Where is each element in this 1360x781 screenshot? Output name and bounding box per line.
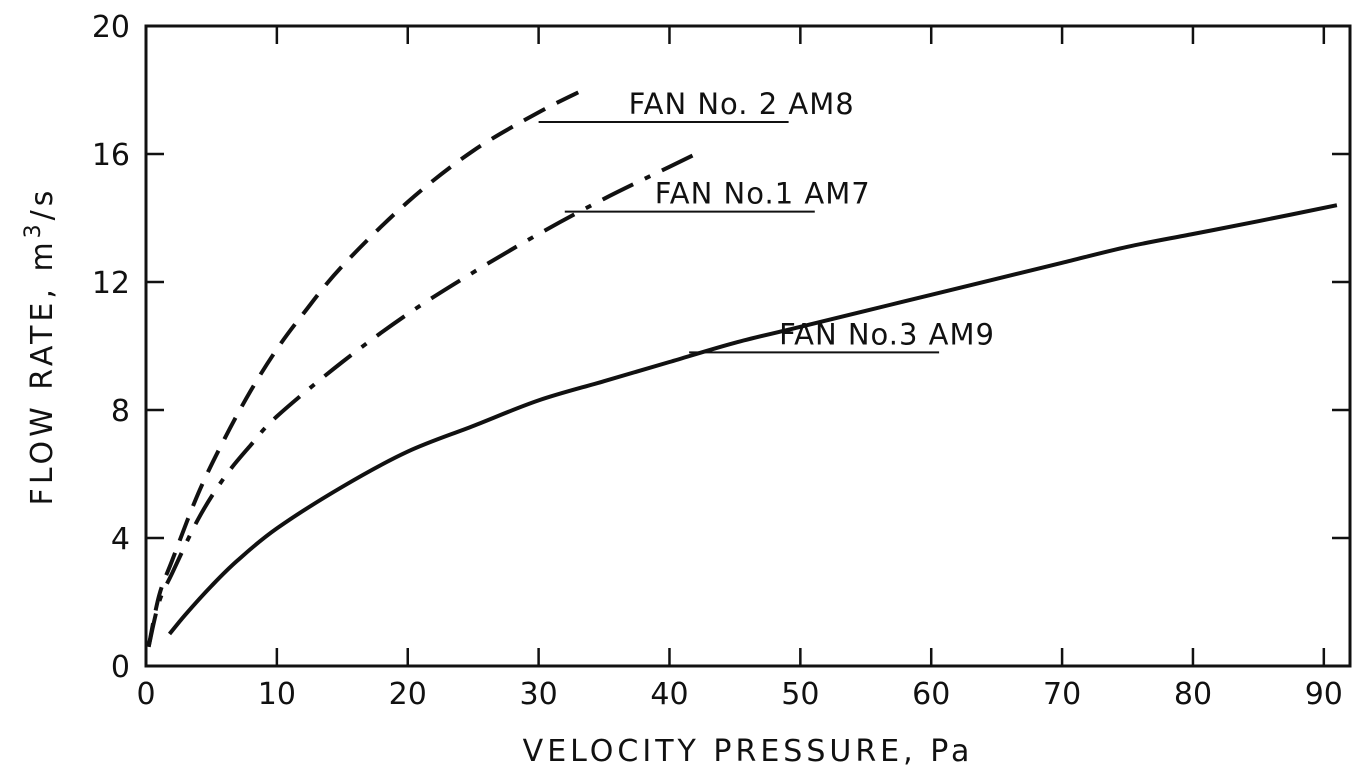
x-tick-label: 80: [1174, 677, 1212, 712]
axis-ticks: [146, 26, 1350, 666]
y-tick-labels: 0 4 8 12 16 20: [92, 10, 130, 685]
series-line-fan-no-1-am7: [146, 149, 704, 648]
series-label-fan-no-3-am9: FAN No.3 AM9: [779, 317, 995, 351]
y-tick-label: 8: [111, 394, 130, 429]
plot-frame: [144, 24, 1352, 668]
series-label-fan-no-2-am8: FAN No. 2 AM8: [629, 87, 855, 121]
series-line-fan-no-3-am9: [168, 203, 1338, 636]
y-axis-label: FLOW RATE, m3/s: [21, 187, 60, 506]
svg-text:FLOW RATE, m3/s: FLOW RATE, m3/s: [21, 187, 60, 506]
y-axis-label-superscript: 3: [21, 220, 46, 238]
series-label-fan-no-1-am7: FAN No.1 AM7: [655, 177, 871, 211]
y-tick-label: 20: [92, 10, 130, 45]
x-tick-label: 30: [520, 677, 558, 712]
y-tick-label: 16: [92, 138, 130, 173]
y-axis-label-main: FLOW RATE, m: [25, 238, 60, 505]
x-tick-label: 0: [136, 677, 155, 712]
series-lines: [146, 88, 1338, 648]
x-tick-label: 20: [389, 677, 427, 712]
x-tick-label: 50: [781, 677, 819, 712]
series-line-fan-no-2-am8: [146, 88, 585, 648]
x-tick-labels: 0 10 20 30 40 50 60 70 80 90: [136, 677, 1342, 712]
y-tick-label: 12: [92, 266, 130, 301]
y-tick-label: 0: [111, 650, 130, 685]
x-tick-label: 70: [1043, 677, 1081, 712]
x-tick-label: 90: [1305, 677, 1343, 712]
x-tick-label: 10: [258, 677, 296, 712]
x-axis-label: VELOCITY PRESSURE, Pa: [523, 734, 974, 769]
x-tick-label: 60: [912, 677, 950, 712]
y-axis-label-suffix: /s: [25, 187, 60, 221]
x-tick-label: 40: [650, 677, 688, 712]
series-labels: FAN No. 2 AM8 FAN No.1 AM7 FAN No.3 AM9: [538, 87, 995, 354]
y-tick-label: 4: [111, 522, 130, 557]
